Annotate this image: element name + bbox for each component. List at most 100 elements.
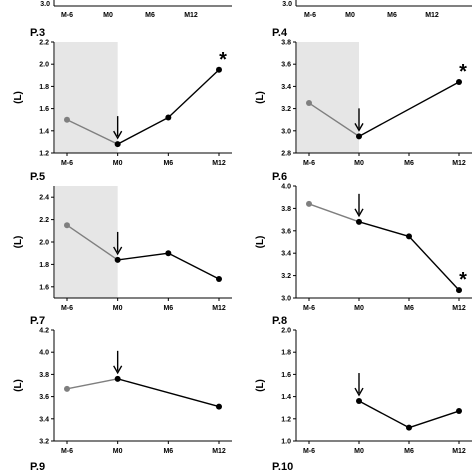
series-segment-p6-1 [358,221,410,238]
pre-period-shade-p5 [55,186,118,298]
ylabel-p3: (L) [13,91,24,104]
top-right-xtick-3: M12 [425,12,439,19]
xtick-label-p8-3: M12 [452,448,466,455]
xtick-label-p3-2: M6 [163,160,173,167]
data-point-p7-1 [114,375,121,382]
ytick-label-p3-5: 2.2 [39,40,49,47]
ylabel-p4: (L) [255,91,266,104]
series-segment-p5-2 [168,252,220,280]
panel-label-p7: P.7 [30,315,45,327]
ytick-label-p8-1: 1.2 [281,416,291,423]
xtick-label-p7-0: M-6 [61,448,73,455]
arrow-p3 [113,116,123,140]
ytick-label-p6-3: 3.6 [281,228,291,235]
ytick-label-p6-4: 3.8 [281,206,291,213]
xtick-label-p8-0: M-6 [303,448,315,455]
panel-p5: 1.6 1.8 2.0 2.2 2.4 M-6 M0 M6 M12 (L) P.5 [13,171,232,312]
series-segment-p8-0 [358,400,410,429]
ytick-label-p4-2: 3.2 [281,106,291,113]
xtick-label-p4-0: M-6 [303,160,315,167]
panel-label-p8: P.8 [272,315,287,327]
xtick-label-p7-2: M6 [163,448,173,455]
ytick-label-p6-1: 3.2 [281,273,291,280]
series-segment-p4-0 [308,102,360,137]
arrow-p5 [113,231,123,256]
ytick-label-p3-0: 1.2 [39,151,49,158]
xtick-label-p7-3: M12 [212,448,226,455]
panel-label-p3: P.3 [30,27,45,39]
ytick-label-p7-2: 3.6 [39,394,49,401]
xtick-label-p3-1: M0 [113,160,123,167]
series-segment-p4-1 [358,81,460,137]
ytick-label-p3-1: 1.4 [39,128,49,135]
top-left-xtick-1: M0 [103,12,113,19]
ytick-label-p3-2: 1.6 [39,106,49,113]
data-point-p5-0 [64,222,70,229]
series-segment-p3-2 [167,69,220,118]
panel-label-p10: P.10 [272,461,293,473]
ytick-label-p4-3: 3.4 [281,84,291,91]
panel-p7: 3.2 3.4 3.6 3.8 4.0 4.2 M-6 M0 M6 M12 (L) P.7 [13,315,232,455]
data-point-p8-2 [406,424,412,431]
xtick-label-p6-1: M0 [354,305,364,312]
panel-label-p5: P.5 [30,171,45,183]
top-strip-left: 3.0 M-6 M0 M6 M12 [40,0,232,19]
ytick-label-p4-5: 3.8 [281,40,291,47]
series-segment-p3-0 [66,119,118,145]
top-strip-right: 3.0 M-6 M0 M6 M12 [282,0,472,19]
panel-label-p9: P.9 [30,461,45,473]
data-point-p5-2 [165,250,172,257]
significance-star-p3: * [219,49,227,71]
ytick-label-p7-3: 3.8 [39,372,49,379]
data-point-p7-0 [64,385,70,392]
top-left-ytick: 3.0 [40,1,50,8]
data-point-p7-3 [216,403,222,410]
top-left-xtick-2: M6 [145,12,155,19]
top-right-xtick-1: M0 [345,12,355,19]
panel-p4: 2.8 3.0 3.2 3.4 3.6 3.8 M-6 M0 M6 M12 (L) P.4 * [255,27,472,167]
ytick-label-p5-3: 2.2 [39,217,49,224]
xtick-label-p6-2: M6 [404,305,414,312]
data-point-p4-1 [356,133,362,140]
data-point-p6-0 [306,200,312,207]
panel-p8: 1.0 1.2 1.4 1.6 1.8 2.0 M-6 M0 M6 M12 (L) P.8 [255,315,472,455]
panel-label-p6: P.6 [272,171,287,183]
ytick-label-p8-0: 1.0 [281,439,291,446]
ytick-label-p3-3: 1.8 [39,84,49,91]
data-point-p4-0 [306,100,312,107]
data-point-p6-1 [356,218,362,225]
pre-period-shade-p3 [55,42,118,153]
xtick-label-p3-3: M12 [212,160,226,167]
ytick-label-p4-4: 3.6 [281,62,291,69]
ylabel-p5: (L) [13,236,24,249]
ytick-label-p4-0: 2.8 [281,151,291,158]
ytick-label-p7-0: 3.2 [39,439,49,446]
arrow-p6 [354,193,364,218]
significance-star-p6: * [459,269,467,291]
data-point-p8-3 [456,408,462,415]
data-point-p8-1 [356,398,362,405]
ytick-label-p6-2: 3.4 [281,251,291,258]
ytick-label-p8-4: 1.8 [281,350,291,357]
xtick-label-p4-1: M0 [354,160,364,167]
data-point-p3-3 [216,66,222,73]
ytick-label-p7-4: 4.0 [39,350,49,357]
data-point-p3-1 [114,141,121,148]
significance-star-p4: * [459,61,467,83]
top-left-xtick-0: M-6 [61,12,73,19]
series-segment-p5-0 [66,224,119,261]
data-point-p3-2 [165,114,172,121]
xtick-label-p5-1: M0 [113,305,123,312]
series-segment-p7-0 [66,378,118,390]
series-segment-p8-1 [408,410,460,429]
xtick-label-p3-0: M-6 [61,160,73,167]
ytick-label-p5-0: 1.6 [39,284,49,291]
data-point-p5-1 [114,256,121,263]
xtick-label-p8-1: M0 [354,448,364,455]
xtick-label-p7-1: M0 [113,448,123,455]
ytick-label-p3-4: 2.0 [39,62,49,69]
top-right-xtick-2: M6 [387,12,397,19]
panel-p3: 1.2 1.4 1.6 1.8 2.0 2.2 M-6 M0 M6 M12 (L) P.3 * [13,27,232,167]
pre-period-shade-p4 [297,42,359,153]
